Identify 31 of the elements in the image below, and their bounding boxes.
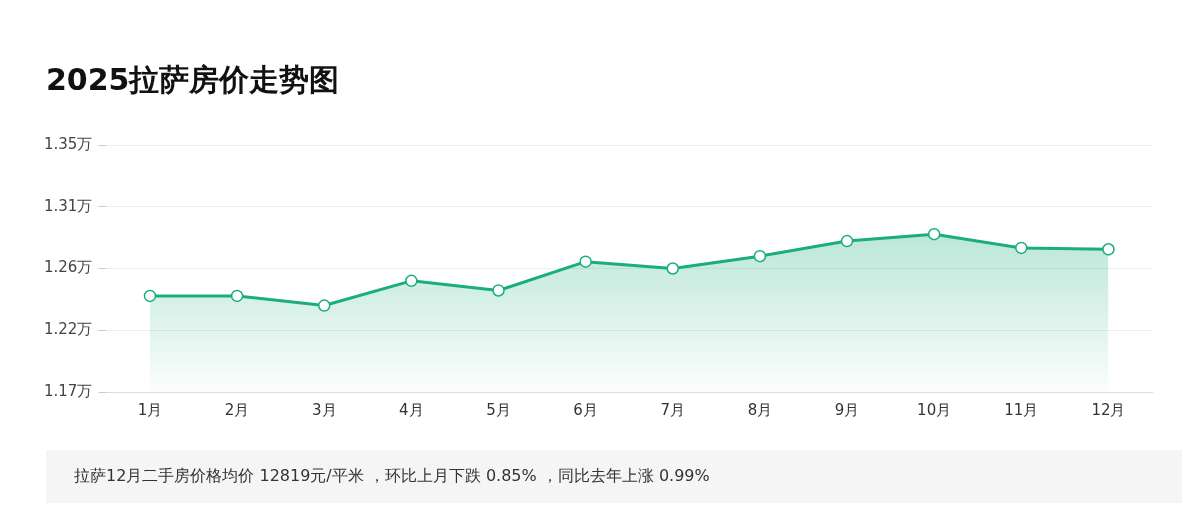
x-tick-label: 5月 [486,400,511,419]
x-tick-label: 9月 [834,400,860,419]
point [1015,241,1028,255]
point [927,227,941,241]
point [492,284,505,297]
point [579,255,592,268]
y-tick-label: 1.35万 [43,134,93,153]
point [666,262,680,275]
x-tick-label: 1月 [137,400,163,419]
x-tick-label: 12月 [1091,400,1126,419]
point [753,249,767,263]
x-tick-label: 7月 [660,400,686,419]
point [143,289,157,303]
x-tick-label: 2月 [224,400,250,419]
text: 拉萨12月二手房价格均价 12819元/平米 ，环比上月下跌 0.85% ，同比去年上涨 0.99% [46,450,1182,503]
point [1102,243,1115,256]
point [230,289,244,303]
chart-title: 2025拉萨房价走势图 [45,61,341,99]
x-tick-label: 3月 [311,400,337,419]
point [317,299,331,312]
point [840,234,854,248]
y-tick-label: 1.31万 [43,196,93,215]
x-tick-label: 10月 [917,400,952,419]
x-tick-label: 4月 [399,400,424,419]
point [405,274,418,288]
x-tick-label: 6月 [573,400,598,419]
x-tick-label: 8月 [747,400,773,419]
y-tick-label: 1.26万 [43,258,93,277]
y-tick-label: 1.17万 [43,381,93,400]
x-tick-label: 11月 [1004,400,1039,419]
y-tick-label: 1.22万 [43,320,93,339]
